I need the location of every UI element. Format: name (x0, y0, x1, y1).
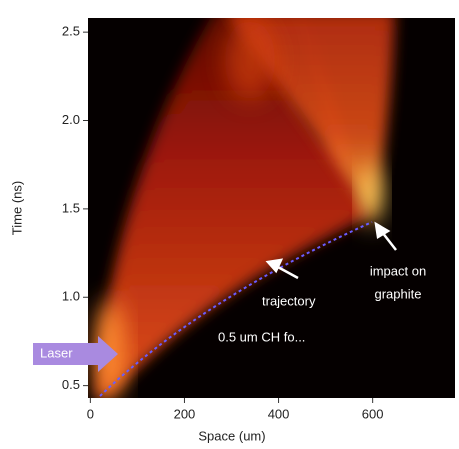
arrowhead (374, 221, 391, 240)
arrows (265, 221, 397, 280)
x-tick-label: 600 (362, 406, 384, 421)
y-tick-label: 0.5 (62, 377, 80, 392)
foil-label: 0.5 um CH fo... (218, 329, 305, 344)
x-tick-label: 0 (87, 406, 94, 421)
y-tick-label: 2.0 (62, 112, 80, 127)
trajectory-line (99, 221, 373, 397)
trajectory-label: trajectory (262, 293, 316, 308)
laser-label: Laser (40, 345, 73, 360)
y-tick-label: 1.0 (62, 289, 80, 304)
arrow (275, 264, 299, 280)
glow (362, 165, 382, 225)
x-tick-label: 200 (174, 406, 196, 421)
impact-label: graphite (375, 286, 422, 301)
arrow (381, 231, 397, 251)
impact-label: impact on (370, 263, 426, 278)
arrowhead (265, 258, 284, 274)
streak-image (96, 18, 395, 398)
y-tick-label: 2.5 (62, 24, 80, 39)
laser-arrow (33, 336, 118, 372)
x-tick-label: 400 (268, 406, 290, 421)
x-axis-title: Space (um) (198, 428, 265, 443)
y-tick-label: 1.5 (62, 200, 80, 215)
glow (225, 20, 275, 100)
y-axis-title: Time (ns) (9, 181, 24, 235)
